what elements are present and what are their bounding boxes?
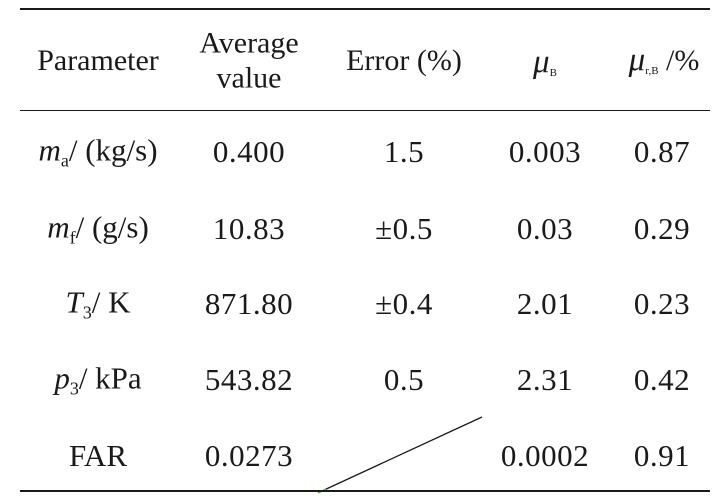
row-3-average: 871.80 <box>204 286 294 322</box>
row-5-parameter: FAR <box>68 438 128 474</box>
header-error: Error (%) <box>346 43 462 77</box>
top-rule <box>20 8 710 10</box>
row-4-symbol: p <box>54 360 70 396</box>
row-1-error: 1.5 <box>383 134 425 170</box>
row-5-mu-b: 0.0002 <box>500 438 590 474</box>
row-4-error: 0.5 <box>383 362 425 398</box>
header-mu-rb: μr,B /% <box>629 42 700 80</box>
row-4-subscript: 3 <box>69 378 79 399</box>
header-mu-b-symbol: μ <box>533 44 550 81</box>
row-3-parameter: T3/ K <box>66 285 131 324</box>
row-1-subscript: a <box>60 150 69 171</box>
row-3-mu-b: 2.01 <box>516 286 574 322</box>
row-3-unit: / K <box>91 284 131 320</box>
header-mu-rb-symbol: μ <box>628 42 646 79</box>
header-average-line2: value <box>216 61 282 94</box>
header-average-line1: Average <box>199 26 299 60</box>
row-1-symbol: m <box>38 132 61 168</box>
row-1-unit: / (kg/s) <box>68 132 158 168</box>
header-mu-rb-subscript: r,B <box>645 65 659 78</box>
row-1-parameter: ma/ (kg/s) <box>38 133 157 172</box>
row-2-symbol: m <box>47 209 70 245</box>
row-4-unit: / kPa <box>78 360 142 396</box>
header-mu-b-subscript: B <box>549 67 557 80</box>
row-1-mu-rb: 0.87 <box>633 134 691 170</box>
row-2-average: 10.83 <box>212 211 286 247</box>
row-4-mu-rb: 0.42 <box>633 362 691 398</box>
row-2-mu-rb: 0.29 <box>633 211 691 247</box>
row-1-average: 0.400 <box>212 134 286 170</box>
header-mu-rb-suffix: /% <box>658 44 700 78</box>
row-5-average: 0.0273 <box>204 438 294 474</box>
bottom-rule <box>20 490 710 492</box>
header-mu-b: μB <box>533 44 557 82</box>
row-3-symbol: T <box>65 284 83 320</box>
row-4-parameter: p3/ kPa <box>54 361 141 400</box>
header-rule <box>20 110 710 111</box>
row-2-unit: / (g/s) <box>75 209 149 245</box>
row-1-mu-b: 0.003 <box>508 134 582 170</box>
row-4-mu-b: 2.31 <box>516 362 574 398</box>
row-4-average: 543.82 <box>204 362 294 398</box>
row-2-error: ±0.5 <box>375 211 433 247</box>
header-parameter: Parameter <box>37 43 159 77</box>
row-2-subscript: f <box>69 227 76 248</box>
row-5-mu-rb: 0.91 <box>633 438 691 474</box>
row-2-mu-b: 0.03 <box>516 211 574 247</box>
row-3-mu-rb: 0.23 <box>633 286 691 322</box>
row-3-subscript: 3 <box>82 302 92 323</box>
header-average-value: Average value <box>199 27 298 96</box>
row-3-error: ±0.4 <box>375 286 433 322</box>
row-2-parameter: mf/ (g/s) <box>47 210 149 249</box>
